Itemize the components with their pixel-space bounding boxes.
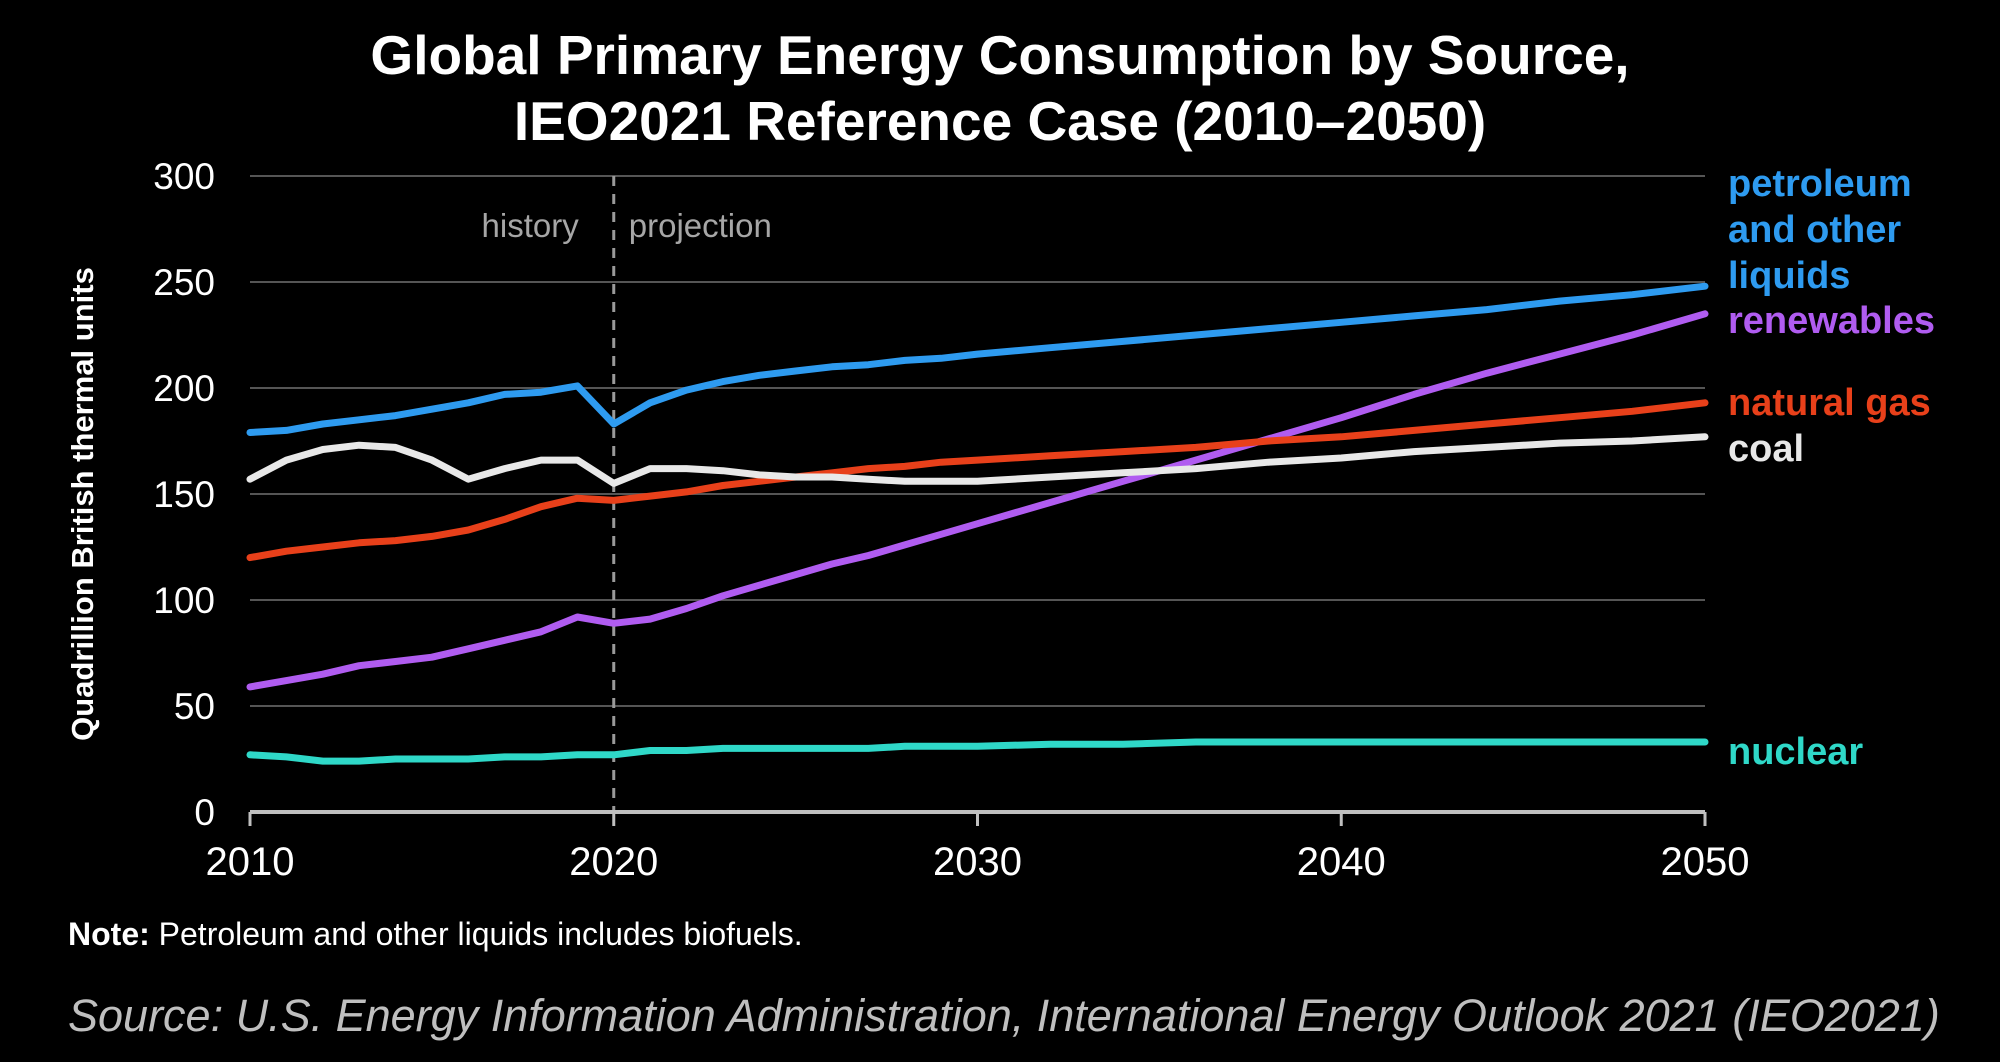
x-tick-label: 2020: [569, 840, 658, 884]
history-projection-divider: history projection: [482, 176, 772, 812]
series-line-nuclear: [246, 738, 1709, 765]
series-label-petroleum-and-other-liquids: liquids: [1728, 255, 1850, 297]
chart-note: Note: Petroleum and other liquids includ…: [68, 916, 803, 953]
series-line-petroleum-and-other-liquids: [246, 282, 1709, 436]
chart-source: Source: U.S. Energy Information Administ…: [68, 990, 1940, 1041]
series-label-coal: coal: [1728, 428, 1804, 470]
y-tick-label: 200: [153, 368, 215, 409]
axes: 0 50 100 150 200 250 300 2010 2020 2030 2040 2050 Qu…: [65, 156, 1749, 884]
series-line-coal: [246, 433, 1709, 487]
chart-title-line-1: Global Primary Energy Consumption by Sou…: [370, 24, 1630, 86]
x-tick-label: 2010: [206, 840, 295, 884]
note-text: Petroleum and other liquids includes bio…: [149, 916, 803, 952]
y-tick-label: 0: [194, 792, 215, 833]
note-label: Note:: [68, 916, 150, 952]
history-label: history: [482, 207, 580, 244]
y-tick-label: 50: [174, 686, 215, 727]
gridlines: [250, 175, 1705, 707]
series-label-nuclear: nuclear: [1728, 731, 1863, 773]
series-label-petroleum-and-other-liquids: and other: [1728, 209, 1901, 251]
series-label-natural-gas: natural gas: [1728, 382, 1931, 424]
series-line-renewables: [246, 310, 1709, 691]
y-tick-label: 250: [153, 262, 215, 303]
y-tick-label: 150: [153, 474, 215, 515]
y-axis-label: Quadrillion British thermal units: [65, 267, 100, 741]
chart-title: Global Primary Energy Consumption by Sou…: [0, 22, 2000, 154]
chart-title-line-2: IEO2021 Reference Case (2010–2050): [513, 90, 1487, 152]
x-tick-label: 2040: [1297, 840, 1386, 884]
series-label-renewables: renewables: [1728, 300, 1935, 342]
y-tick-label: 300: [153, 156, 215, 197]
x-tick-label: 2030: [933, 840, 1022, 884]
series-lines: [246, 282, 1709, 765]
y-tick-label: 100: [153, 580, 215, 621]
projection-label: projection: [629, 207, 772, 244]
series-label-petroleum-and-other-liquids: petroleum: [1728, 163, 1912, 205]
x-tick-label: 2050: [1661, 840, 1750, 884]
